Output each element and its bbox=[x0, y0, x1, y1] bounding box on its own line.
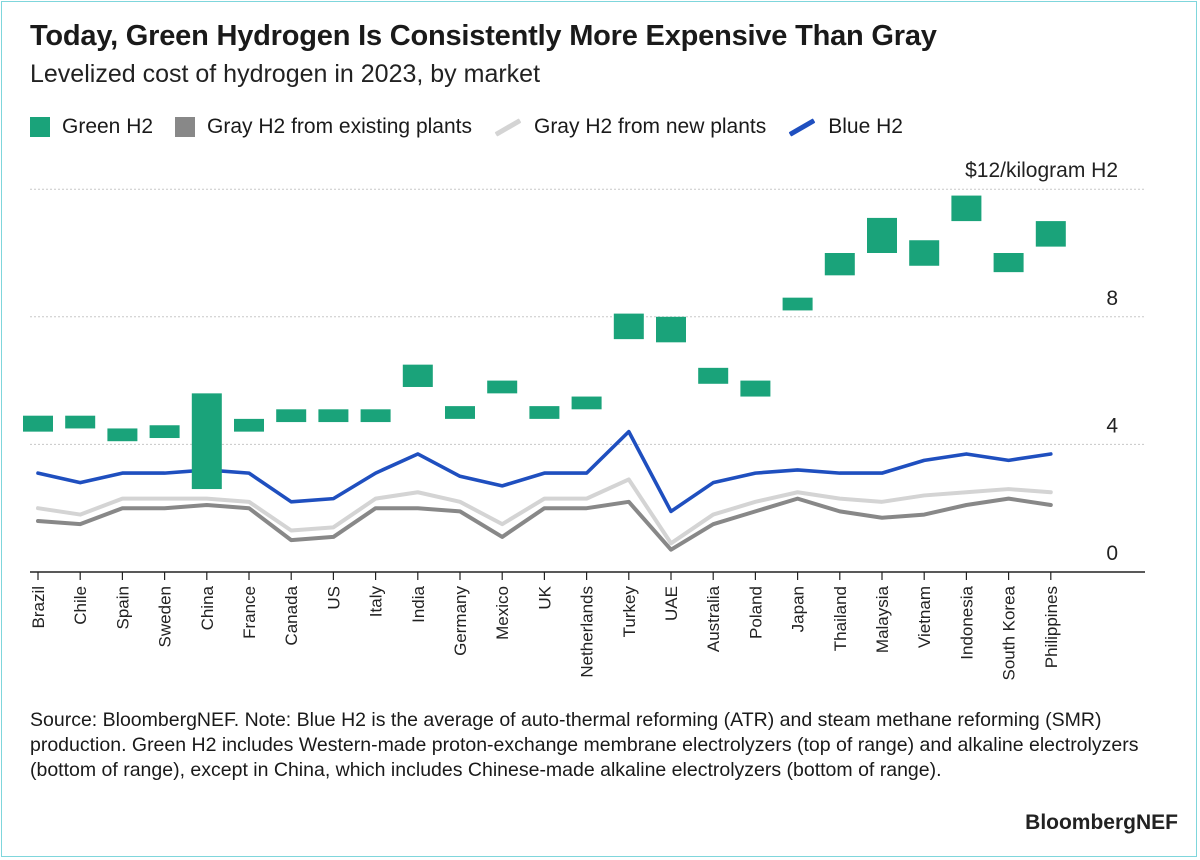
legend-label-gray-existing: Gray H2 from existing plants bbox=[207, 115, 472, 138]
green-h2-bar-south-korea bbox=[993, 253, 1024, 273]
green-h2-bar-indonesia bbox=[951, 195, 982, 222]
green-h2-bar-italy bbox=[360, 409, 391, 423]
y-tick-label-4: 4 bbox=[1106, 414, 1118, 437]
green-h2-bar-us bbox=[318, 409, 349, 423]
legend-swatch-green-h2 bbox=[30, 117, 50, 137]
x-tick-label-us: US bbox=[324, 586, 343, 610]
brand-logo-text: BloombergNEF bbox=[1025, 811, 1178, 834]
x-tick-label-turkey: Turkey bbox=[620, 586, 639, 638]
chart-title: Today, Green Hydrogen Is Consistently Mo… bbox=[30, 20, 937, 52]
y-tick-label-8: 8 bbox=[1106, 287, 1118, 310]
source-note: Source: BloombergNEF. Note: Blue H2 is t… bbox=[30, 709, 1139, 781]
x-tick-label-france: France bbox=[240, 586, 259, 639]
x-tick-label-philippines: Philippines bbox=[1042, 586, 1061, 668]
green-h2-bar-china bbox=[191, 393, 222, 490]
x-tick-label-south-korea: South Korea bbox=[1000, 585, 1019, 680]
legend-label-blue-h2: Blue H2 bbox=[828, 115, 903, 138]
x-tick-label-netherlands: Netherlands bbox=[578, 586, 597, 678]
green-h2-bar-vietnam bbox=[909, 240, 940, 266]
chart-plot: 0 4 8 $12/kilogram H2 Brazil Chile Spain Sweden… bbox=[23, 159, 1145, 681]
green-h2-bar-uae bbox=[656, 316, 686, 343]
x-tick-label-thailand: Thailand bbox=[831, 586, 850, 651]
green-h2-bar-canada bbox=[276, 409, 307, 423]
x-tick-label-canada: Canada bbox=[282, 585, 301, 645]
green-h2-bar-uk bbox=[529, 406, 560, 419]
green-h2-bar-germany bbox=[445, 406, 475, 419]
legend-item-gray-existing: Gray H2 from existing plants bbox=[175, 115, 472, 139]
green-h2-bar-spain bbox=[107, 428, 138, 442]
series-line-gray-h2-from-existing-plants bbox=[36, 496, 1053, 552]
green-h2-bar-chile bbox=[65, 415, 96, 429]
green-h2-bar-india bbox=[402, 364, 433, 387]
green-h2-bar-poland bbox=[740, 380, 771, 397]
x-tick-label-australia: Australia bbox=[704, 585, 723, 652]
green-h2-bar-netherlands bbox=[571, 396, 602, 410]
legend-item-green-h2: Green H2 bbox=[30, 115, 153, 139]
y-tick-label-12: $12/kilogram H2 bbox=[965, 159, 1118, 182]
green-h2-bar-thailand bbox=[824, 253, 855, 276]
legend-swatch-gray-existing bbox=[175, 117, 196, 137]
legend: Green H2 Gray H2 from existing plants Gr… bbox=[30, 112, 925, 142]
chart-subtitle: Levelized cost of hydrogen in 2023, by m… bbox=[30, 60, 541, 88]
legend-label-gray-new: Gray H2 from new plants bbox=[533, 115, 767, 138]
x-tick-label-poland: Poland bbox=[746, 586, 765, 639]
x-tick-label-italy: Italy bbox=[367, 586, 386, 618]
x-tick-label-japan: Japan bbox=[789, 586, 808, 632]
green-h2-bar-sweden bbox=[149, 425, 180, 439]
x-tick-label-vietnam: Vietnam bbox=[915, 586, 934, 648]
x-tick-label-uae: UAE bbox=[662, 586, 681, 621]
green-h2-bar-philippines bbox=[1035, 221, 1066, 247]
x-tick-label-uk: UK bbox=[535, 585, 554, 609]
green-h2-bar-japan bbox=[782, 297, 813, 311]
green-h2-bar-brazil bbox=[23, 415, 53, 432]
legend-label-green-h2: Green H2 bbox=[62, 115, 154, 138]
x-tick-label-india: India bbox=[409, 585, 428, 622]
green-h2-bar-mexico bbox=[487, 380, 518, 394]
green-h2-bar-australia bbox=[698, 367, 729, 384]
x-tick-label-malaysia: Malaysia bbox=[873, 585, 892, 653]
x-tick-label-brazil: Brazil bbox=[29, 586, 48, 629]
x-tick-label-sweden: Sweden bbox=[156, 586, 175, 647]
legend-item-gray-new: Gray H2 from new plants bbox=[494, 115, 766, 139]
legend-item-blue-h2: Blue H2 bbox=[788, 115, 903, 139]
x-tick-label-indonesia: Indonesia bbox=[957, 585, 976, 659]
x-tick-label-chile: Chile bbox=[71, 586, 90, 625]
x-tick-label-germany: Germany bbox=[451, 586, 470, 656]
x-tick-label-china: China bbox=[198, 585, 217, 630]
y-tick-label-0: 0 bbox=[1106, 542, 1118, 565]
green-h2-bar-france bbox=[234, 418, 264, 432]
green-h2-bar-malaysia bbox=[867, 217, 897, 253]
x-tick-label-mexico: Mexico bbox=[493, 586, 512, 640]
series-line-gray-h2-from-new-plants bbox=[36, 477, 1053, 546]
x-tick-label-spain: Spain bbox=[113, 586, 132, 629]
green-h2-bar-turkey bbox=[613, 313, 644, 340]
